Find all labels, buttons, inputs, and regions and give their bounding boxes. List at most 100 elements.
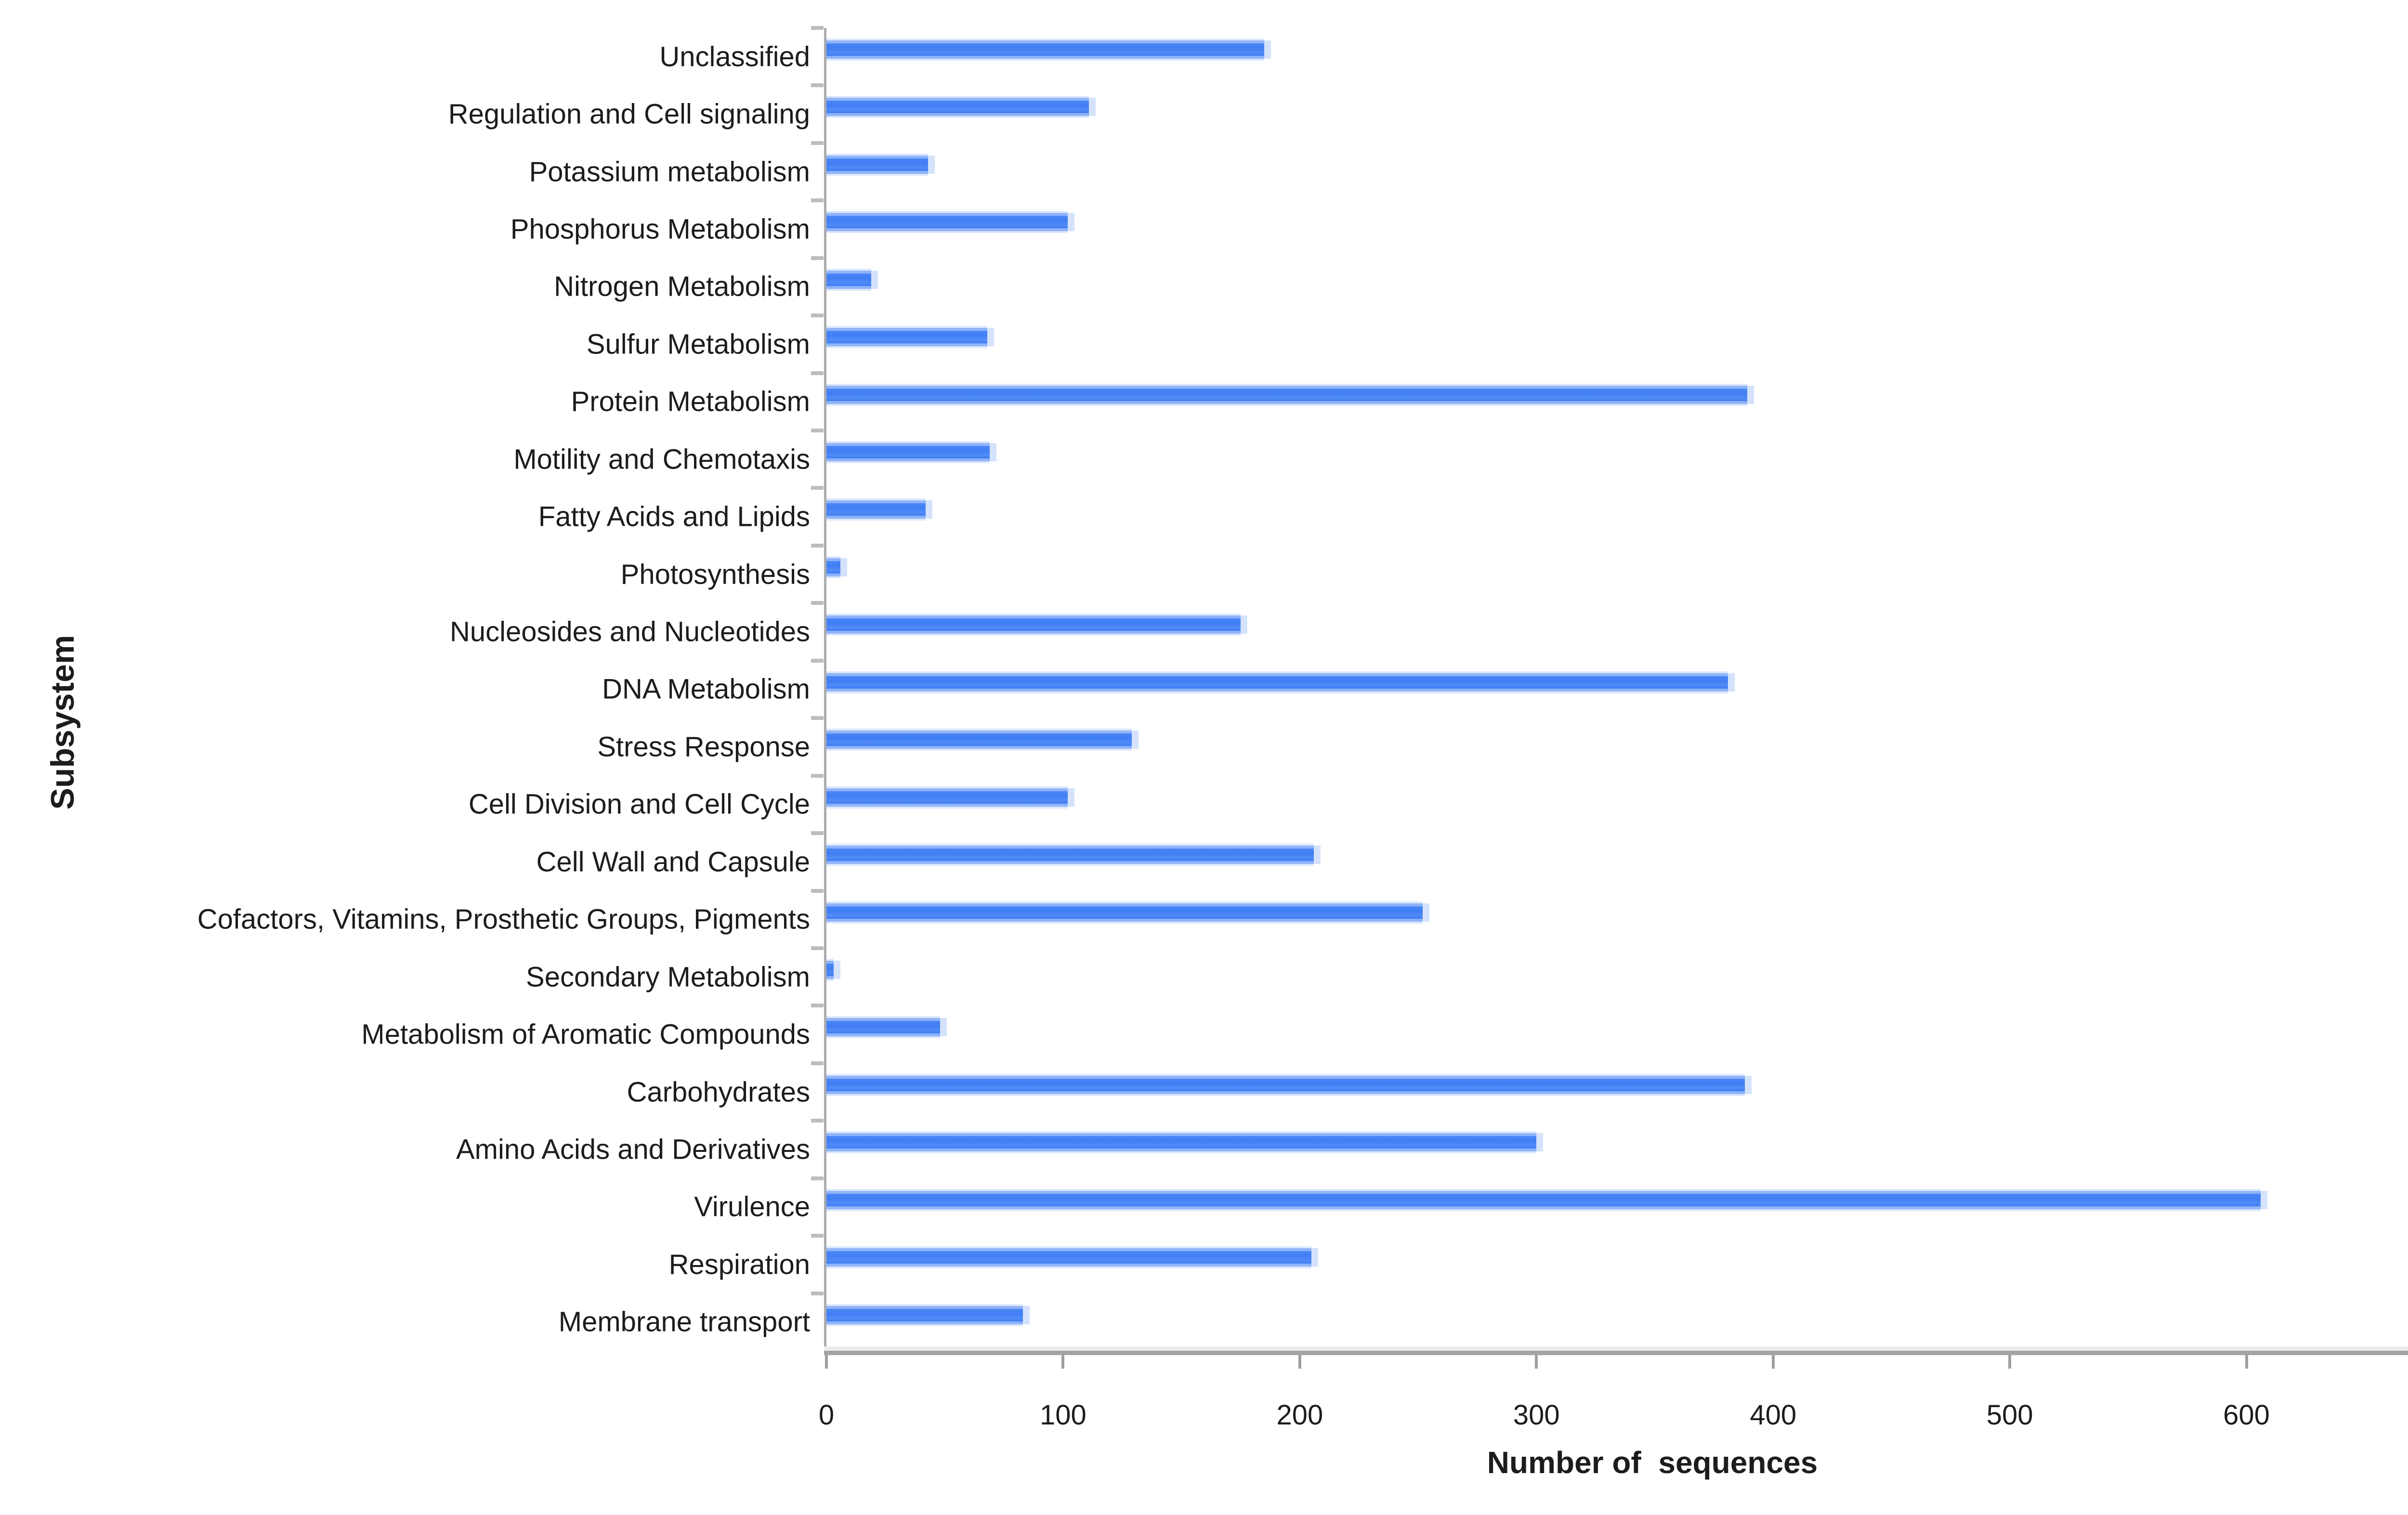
bar-row: Regulation and Cell signaling [448,83,2408,143]
category-label: Carbohydrates [627,1076,810,1108]
category-label: Respiration [668,1249,810,1280]
category-label: Cofactors, Vitamins, Prosthetic Groups, … [197,903,810,935]
x-tick-mark [1771,1355,1775,1369]
bar-row: Sulfur Metabolism [587,313,2408,373]
bar-row: Unclassified [659,26,2408,85]
bar [826,844,1321,866]
bar-row: Nucleosides and Nucleotides [450,601,2408,660]
bar-row: Protein Metabolism [571,371,2408,431]
bar [826,39,1271,61]
x-tick-label: 600 [2223,1399,2270,1431]
bar-track [826,603,2408,660]
bar-row: DNA Metabolism [602,658,2408,718]
plot-area: Unclassified Regulation and Cell signalin… [197,26,2408,1431]
bar [826,326,995,349]
bar [826,901,1430,924]
bar-row: Motility and Chemotaxis [513,429,2408,488]
x-tick-label: 500 [1986,1399,2033,1431]
category-label: Photosynthesis [620,559,810,590]
x-tick-mark [2008,1355,2012,1369]
bar-track [826,1006,2408,1063]
category-label: DNA Metabolism [602,673,810,705]
x-tick-mark [2245,1355,2248,1369]
category-label: Cell Wall and Capsule [536,846,810,878]
x-axis-line [824,1351,2408,1355]
category-label: Sulfur Metabolism [586,328,810,360]
x-tick-mark [1298,1355,1301,1369]
bar-row: Fatty Acids and Lipids [538,486,2408,545]
bar-row: Secondary Metabolism [526,946,2408,1006]
bar [826,556,848,578]
x-tick-mark [1061,1355,1065,1369]
category-label: Protein Metabolism [571,386,810,418]
bar-track [826,143,2408,200]
bar-row: Cell Wall and Capsule [537,831,2408,890]
bar-row: Stress Response [597,716,2408,775]
category-label: Secondary Metabolism [526,961,810,993]
bar [826,441,997,464]
bar-track [826,28,2408,85]
bar [826,1246,1319,1269]
bar-row: Cofactors, Vitamins, Prosthetic Groups, … [197,888,2408,948]
category-label: Metabolism of Aromatic Compounds [361,1019,810,1050]
category-label: Stress Response [597,731,810,763]
bar-row: Metabolism of Aromatic Compounds [361,1004,2408,1063]
bar-track [826,948,2408,1006]
x-tick-label: 100 [1040,1399,1086,1431]
bar [826,729,1139,751]
bar-row: Nitrogen Metabolism [554,256,2408,315]
bar-track [826,431,2408,488]
bar [826,383,1754,406]
bar-row: Respiration [669,1234,2408,1293]
x-tick-label: 200 [1276,1399,1323,1431]
bar [826,1073,1752,1096]
bar [826,96,1096,118]
bar-row: Membrane transport [559,1291,2408,1351]
x-tick-mark [1535,1355,1538,1369]
category-label: Nitrogen Metabolism [554,271,810,302]
bar-row: Cell Division and Cell Cycle [469,773,2408,833]
category-label: Motility and Chemotaxis [513,444,810,475]
bar [826,211,1075,234]
category-label: Fatty Acids and Lipids [538,501,810,533]
x-axis-title: Number of sequences [1487,1445,1818,1480]
category-label: Cell Division and Cell Cycle [468,788,810,820]
x-tick-label: 300 [1513,1399,1560,1431]
bar-row: Virulence [694,1176,2408,1236]
bar-track [826,891,2408,948]
bar-row: Carbohydrates [627,1061,2408,1121]
bar-track [826,833,2408,890]
bar-track [826,718,2408,775]
category-label: Potassium metabolism [529,156,810,188]
bar [826,786,1075,809]
bar-track [826,373,2408,431]
category-label: Phosphorus Metabolism [510,213,810,245]
category-label: Membrane transport [558,1306,810,1338]
bar-row: Amino Acids and Derivatives [456,1119,2408,1178]
bar-track [826,1063,2408,1121]
bar-track [826,488,2408,545]
bar [826,958,840,981]
bar [826,1016,947,1039]
bar-track [826,1121,2408,1178]
bar-track [826,1178,2408,1236]
bar [826,268,878,291]
bar [826,1188,2268,1211]
bar-row: Photosynthesis [621,543,2408,603]
bar-track [826,258,2408,315]
category-label: Virulence [694,1191,810,1223]
x-tick-label: 400 [1750,1399,1797,1431]
bar-track [826,315,2408,373]
category-label: Unclassified [659,41,810,73]
bar-track [826,1236,2408,1293]
bar [826,614,1247,636]
bar-row: Potassium metabolism [529,141,2408,200]
category-label: Regulation and Cell signaling [448,98,810,130]
bar-track [826,200,2408,258]
bar-row: Phosphorus Metabolism [510,198,2408,258]
bar-track [826,776,2408,833]
category-label: Nucleosides and Nucleotides [450,616,810,648]
bar-rows: Unclassified Regulation and Cell signalin… [197,26,2408,1351]
category-label: Amino Acids and Derivatives [456,1134,810,1165]
